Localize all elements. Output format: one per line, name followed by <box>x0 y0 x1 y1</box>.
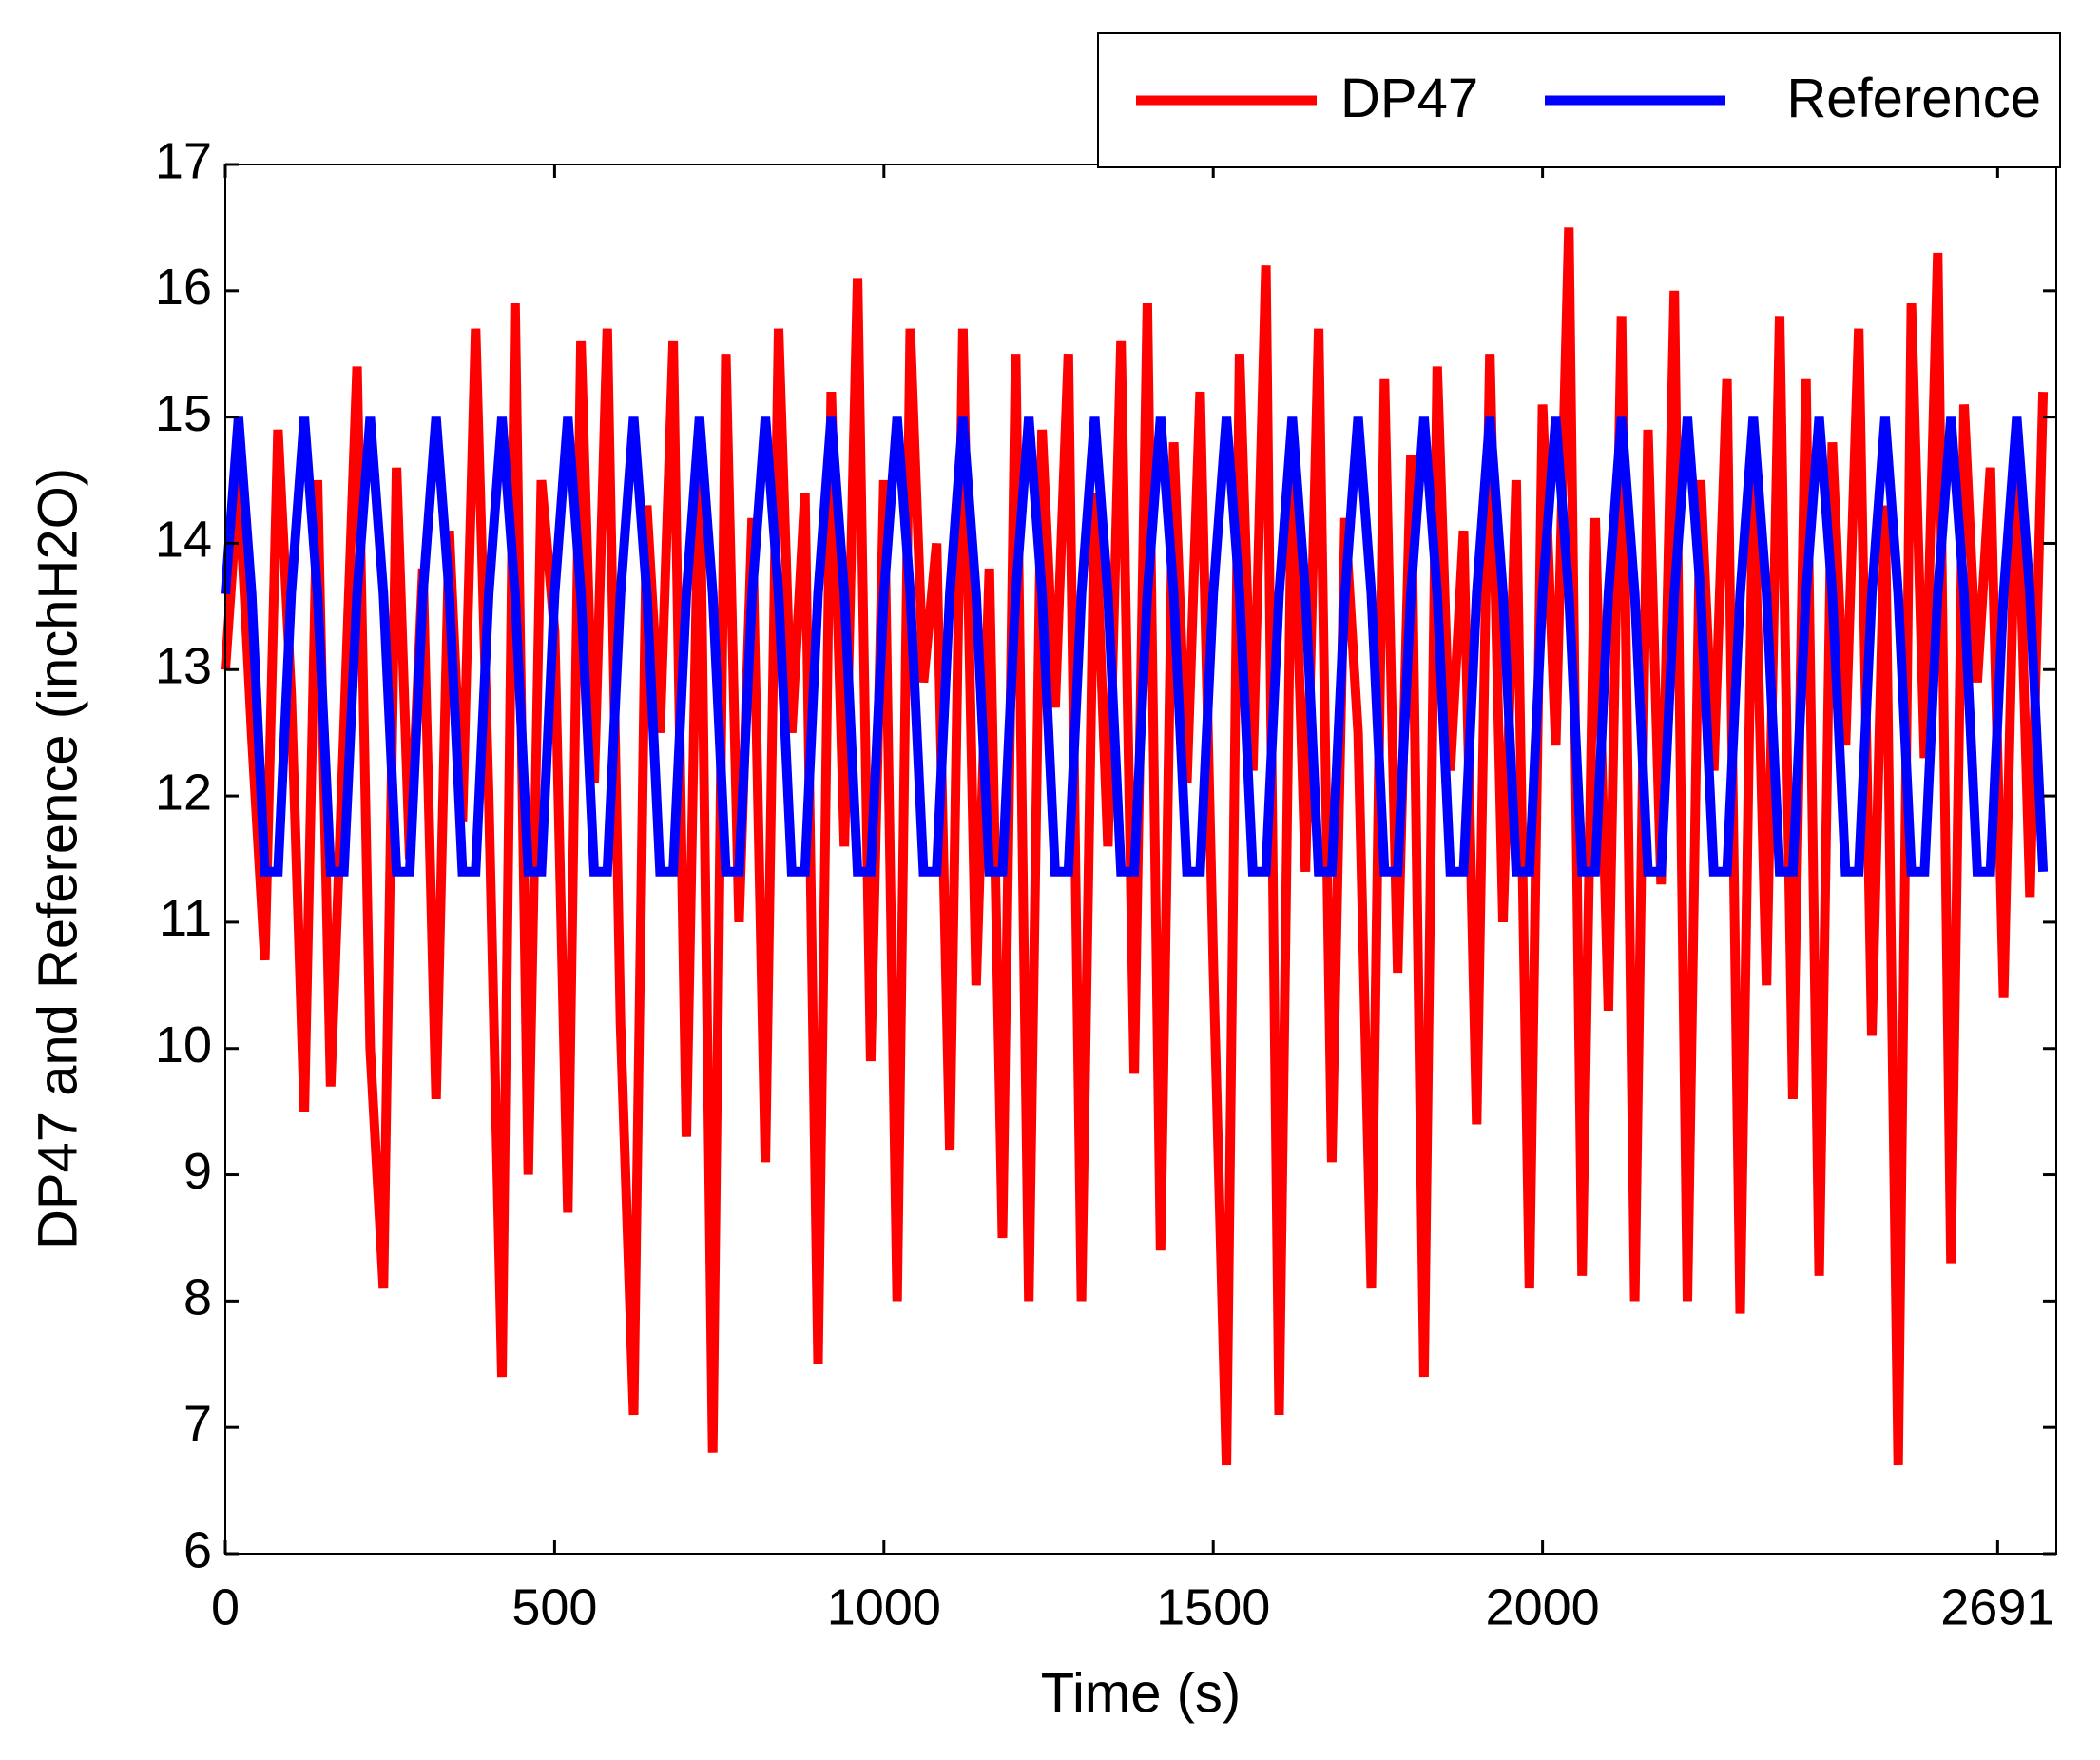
x-tick-label: 1000 <box>827 1578 941 1635</box>
y-tick-label: 6 <box>183 1521 212 1578</box>
y-tick-label: 15 <box>155 385 212 442</box>
y-tick-label: 11 <box>159 890 212 947</box>
y-tick-label: 12 <box>155 764 212 821</box>
y-tick-label: 8 <box>183 1269 212 1326</box>
x-tick-label: 0 <box>211 1578 240 1635</box>
legend-label: DP47 <box>1340 68 1478 129</box>
y-axis-label: DP47 and Reference (inchH2O) <box>27 468 88 1249</box>
legend-label: Reference <box>1786 68 2041 129</box>
x-axis-label: Time (s) <box>1041 1662 1241 1724</box>
y-tick-label: 16 <box>155 259 212 316</box>
y-tick-label: 14 <box>155 512 212 569</box>
y-tick-label: 17 <box>155 132 212 189</box>
y-tick-label: 9 <box>183 1143 212 1200</box>
x-tick-label: 2000 <box>1486 1578 1600 1635</box>
y-tick-label: 13 <box>155 638 212 695</box>
data-line <box>221 416 2049 877</box>
y-tick-label: 7 <box>183 1395 212 1452</box>
x-tick-label: 2691 <box>1940 1578 2054 1635</box>
x-tick-label: 500 <box>511 1578 597 1635</box>
data-line <box>221 227 2049 1466</box>
x-tick-label: 1500 <box>1156 1578 1270 1635</box>
y-tick-label: 10 <box>155 1016 212 1073</box>
